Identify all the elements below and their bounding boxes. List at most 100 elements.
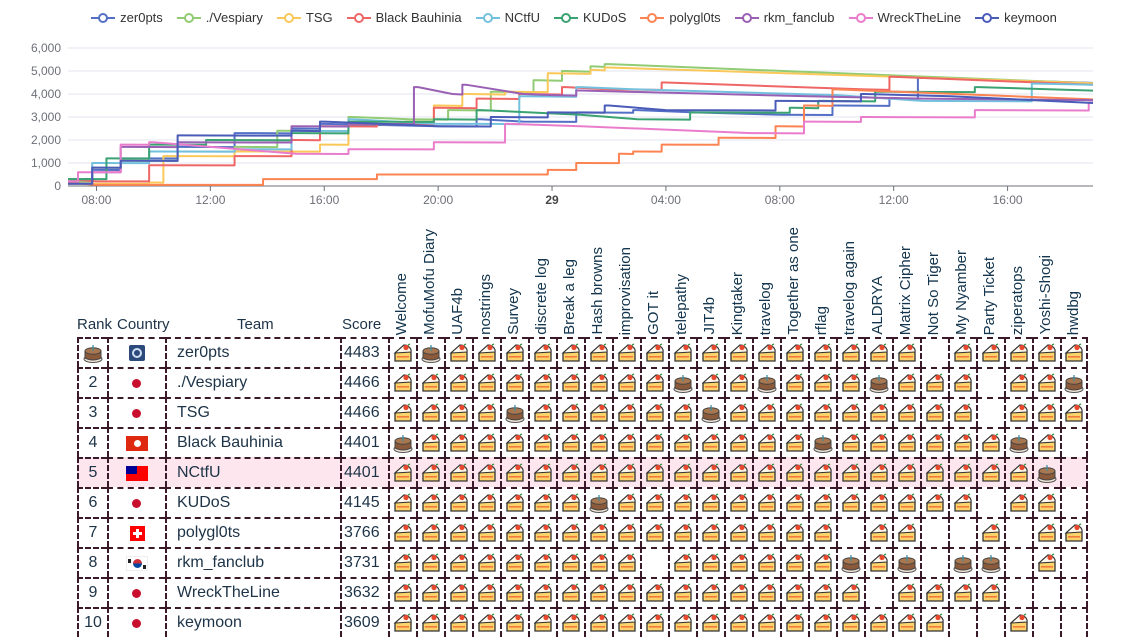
table-row[interactable]: 7 polygl0ts 3766	[77, 517, 1088, 547]
challenge-name[interactable]: Together as one	[785, 227, 802, 335]
challenge-header[interactable]: hwdbg	[1060, 221, 1088, 335]
challenge-name[interactable]: MofuMofu Diary	[421, 229, 438, 335]
team-cell[interactable]: NCtfU	[165, 457, 340, 487]
challenge-header[interactable]: telepathy	[668, 221, 696, 335]
team-name[interactable]: TSG	[177, 404, 210, 421]
challenge-name[interactable]: Hash browns	[589, 247, 606, 335]
challenge-header[interactable]: discrete log	[528, 221, 556, 335]
challenge-name[interactable]: rflag	[813, 305, 830, 335]
challenge-header[interactable]: Party Ticket	[976, 221, 1004, 335]
team-name[interactable]: polygl0ts	[177, 524, 241, 541]
team-cell[interactable]: TSG	[165, 397, 340, 427]
series-line-polygl0ts[interactable]	[67, 88, 1094, 186]
challenge-header[interactable]: My Nyamber	[948, 221, 976, 335]
legend-item[interactable]: rkm_fanclub	[734, 10, 835, 25]
challenge-header[interactable]: Survey	[500, 221, 528, 335]
table-row[interactable]: 3 TSG 4466	[77, 397, 1088, 427]
challenge-name[interactable]: Not So Tiger	[925, 251, 942, 335]
challenge-name[interactable]: My Nyamber	[953, 249, 970, 335]
flag-jp-icon	[126, 586, 148, 601]
challenge-header[interactable]: Kingtaker	[724, 221, 752, 335]
team-cell[interactable]: zer0pts	[165, 337, 340, 367]
challenge-header[interactable]: JIT4b	[696, 221, 724, 335]
team-name[interactable]: KUDoS	[177, 494, 231, 511]
challenge-header[interactable]: GOT it	[640, 221, 668, 335]
series-line-blackbauhinia[interactable]	[67, 75, 1094, 183]
team-cell[interactable]: rkm_fanclub	[165, 547, 340, 577]
challenge-name[interactable]: travelog	[757, 281, 774, 335]
team-name[interactable]: Black Bauhinia	[177, 434, 283, 451]
legend-item[interactable]: KUDoS	[554, 10, 626, 25]
challenge-name[interactable]: Matrix Cipher	[897, 245, 914, 335]
team-name[interactable]: rkm_fanclub	[177, 554, 265, 571]
table-row[interactable]: 9 WreckTheLine 3632	[77, 577, 1088, 607]
challenge-name[interactable]: telepathy	[673, 274, 690, 335]
challenge-header[interactable]: Welcome	[388, 221, 416, 335]
legend-item[interactable]: keymoon	[975, 10, 1057, 25]
challenge-header[interactable]: rflag	[808, 221, 836, 335]
challenge-name[interactable]: Kingtaker	[729, 271, 746, 335]
solve-cell	[948, 397, 976, 427]
challenge-name[interactable]: discrete log	[533, 258, 550, 335]
challenge-name[interactable]: Yoshi-Shogi	[1037, 255, 1054, 335]
challenge-header[interactable]: improvisation	[612, 221, 640, 335]
challenge-header[interactable]: ALDRYA	[864, 221, 892, 335]
team-name[interactable]: ./Vespiary	[177, 374, 248, 391]
table-row[interactable]: zer0pts 4483	[77, 337, 1088, 367]
challenge-header[interactable]: nostrings	[472, 221, 500, 335]
challenge-header[interactable]: travelog	[752, 221, 780, 335]
challenge-name[interactable]: hwdbg	[1065, 290, 1082, 335]
series-line-wrecktheline[interactable]	[67, 101, 1093, 183]
series-line-keymoon[interactable]	[67, 93, 1094, 185]
challenge-header[interactable]: Not So Tiger	[920, 221, 948, 335]
legend-item[interactable]: ./Vespiary	[176, 10, 263, 25]
challenge-header[interactable]: UAF4b	[444, 221, 472, 335]
challenge-header[interactable]: Hash browns	[584, 221, 612, 335]
challenge-name[interactable]: GOT it	[645, 291, 662, 335]
challenge-name[interactable]: JIT4b	[701, 297, 718, 335]
challenge-name[interactable]: Welcome	[393, 272, 410, 335]
table-row[interactable]: 2 ./Vespiary 4466	[77, 367, 1088, 397]
challenge-header[interactable]: Together as one	[780, 221, 808, 335]
series-line-rkmfanclub[interactable]	[67, 83, 1094, 185]
challenge-name[interactable]: travelog again	[841, 240, 858, 335]
challenge-name[interactable]: improvisation	[617, 246, 634, 335]
table-row[interactable]: 5 NCtfU 4401	[77, 457, 1088, 487]
legend-item[interactable]: TSG	[276, 10, 333, 25]
challenge-name[interactable]: UAF4b	[449, 288, 466, 335]
challenge-name[interactable]: ziperatops	[1009, 265, 1026, 335]
team-cell[interactable]: keymoon	[165, 607, 340, 637]
legend-item[interactable]: polygl0ts	[640, 10, 721, 25]
challenge-name[interactable]: ALDRYA	[869, 276, 886, 335]
legend-item[interactable]: Black Bauhinia	[346, 10, 462, 25]
team-cell[interactable]: ./Vespiary	[165, 367, 340, 397]
challenge-header[interactable]: Matrix Cipher	[892, 221, 920, 335]
table-row[interactable]: 10 keymoon 3609	[77, 607, 1088, 637]
team-name[interactable]: zer0pts	[177, 344, 230, 361]
team-cell[interactable]: Black Bauhinia	[165, 427, 340, 457]
challenge-header[interactable]: travelog again	[836, 221, 864, 335]
challenge-header[interactable]: Yoshi-Shogi	[1032, 221, 1060, 335]
team-cell[interactable]: WreckTheLine	[165, 577, 340, 607]
challenge-name[interactable]: Survey	[505, 288, 522, 335]
table-row[interactable]: 6 KUDoS 4145	[77, 487, 1088, 517]
x-tick-label: 12:00	[879, 193, 909, 207]
team-cell[interactable]: KUDoS	[165, 487, 340, 517]
team-name[interactable]: keymoon	[177, 614, 242, 631]
challenge-header[interactable]: Break a leg	[556, 221, 584, 335]
team-name[interactable]: NCtfU	[177, 464, 221, 481]
solve-cell	[556, 367, 584, 397]
team-cell[interactable]: polygl0ts	[165, 517, 340, 547]
table-row[interactable]: 8 rkm_fanclub 3731	[77, 547, 1088, 577]
challenge-name[interactable]: Break a leg	[561, 259, 578, 335]
legend-item[interactable]: NCtfU	[475, 10, 540, 25]
legend-item[interactable]: WreckTheLine	[848, 10, 961, 25]
series-line-zer0pts[interactable]	[67, 76, 1094, 181]
team-name[interactable]: WreckTheLine	[177, 584, 280, 601]
table-row[interactable]: 4 Black Bauhinia 4401	[77, 427, 1088, 457]
challenge-name[interactable]: Party Ticket	[981, 256, 998, 335]
challenge-name[interactable]: nostrings	[477, 274, 494, 335]
legend-item[interactable]: zer0pts	[91, 10, 163, 25]
challenge-header[interactable]: ziperatops	[1004, 221, 1032, 335]
challenge-header[interactable]: MofuMofu Diary	[416, 221, 444, 335]
